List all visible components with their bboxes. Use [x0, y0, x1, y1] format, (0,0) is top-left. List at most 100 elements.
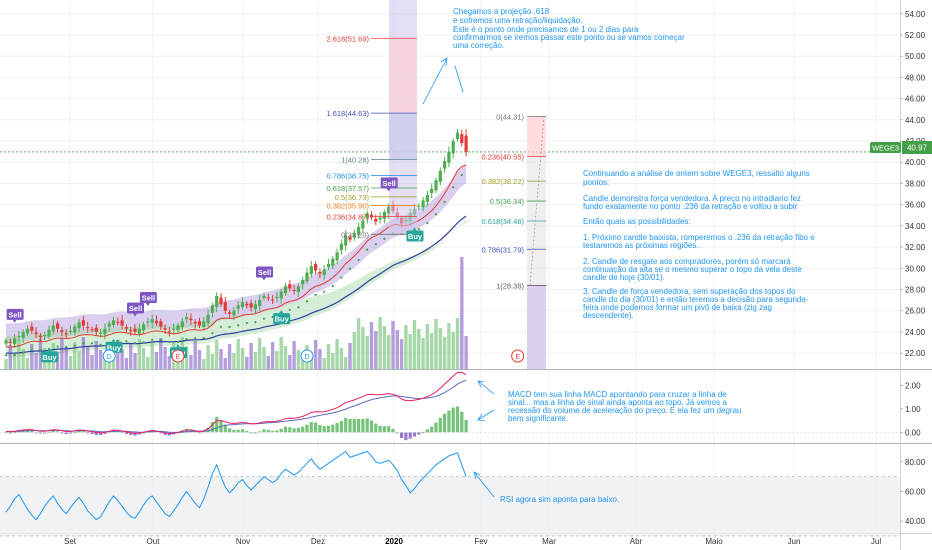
candle [47, 325, 51, 340]
arrow-to-rsi [473, 471, 495, 498]
volume-bar [309, 354, 313, 369]
sell-signal[interactable]: Sell [139, 291, 157, 306]
price-tick-label: 44.00 [905, 116, 926, 125]
sell-signal[interactable]: Sell [256, 266, 273, 281]
time-axis[interactable]: Set Out Nov Dez 2020 Fev Mar Abr Maio Jun Jul [64, 537, 881, 546]
volume-bar [146, 357, 150, 369]
candle [8, 338, 12, 346]
signal-label: Buy [408, 232, 423, 241]
macd-histogram-bar [266, 429, 270, 433]
volume-bar [318, 349, 322, 369]
time-tick-label: Jun [788, 537, 801, 546]
candle [309, 260, 313, 278]
earnings-marker[interactable]: E [171, 349, 185, 363]
volume-bar [399, 339, 404, 369]
candle [326, 258, 331, 270]
candle [13, 333, 17, 349]
sell-signal[interactable]: Sell [380, 177, 398, 192]
candle [146, 317, 150, 327]
dividend-marker[interactable]: D [300, 349, 314, 363]
macd-histogram-bar [309, 422, 313, 433]
candle [425, 190, 429, 207]
macd-histogram-bar [77, 430, 81, 433]
trailing-stop-dot [443, 200, 446, 204]
macd-tick-label: 2.00 [905, 381, 921, 390]
candle [245, 301, 249, 309]
volume-bar [73, 342, 77, 369]
fib-level-label: 1(40.26) [341, 155, 369, 164]
time-tick-label: Maio [705, 537, 723, 546]
macd-histogram-bar [279, 428, 283, 433]
trailing-stop-dot [176, 340, 180, 344]
volume-bar [133, 353, 137, 369]
macd-histogram-bar [159, 432, 163, 434]
macd-histogram-bar [331, 424, 335, 433]
earnings-marker[interactable]: E [511, 349, 525, 363]
analysis-line: Candle demonstra força vendedora. A preç… [583, 194, 801, 203]
event-label: D [107, 354, 112, 361]
macd-tick-label: 1.00 [905, 405, 921, 414]
signal-label: Buy [275, 315, 290, 324]
volume-bar [245, 357, 249, 369]
volume-bar [17, 340, 21, 369]
volume-bar [219, 349, 223, 369]
macd-histogram-bar [374, 423, 378, 433]
dividend-marker[interactable]: D [102, 349, 116, 363]
volume-bar [167, 356, 172, 369]
candle [210, 302, 214, 318]
analysis-line: 2. Candle de resgate aos compradores, po… [583, 257, 791, 266]
candle [150, 314, 154, 329]
analysis-line: 3. Candle de força vendedora, sem supera… [583, 287, 796, 296]
macd-histogram-bar [13, 431, 17, 433]
volume-bar [404, 325, 408, 369]
event-label: E [515, 354, 520, 361]
buy-signal[interactable]: Buy [273, 310, 291, 325]
macd-histogram-bar [73, 431, 77, 433]
macd-histogram-bar [124, 432, 128, 434]
macd-histogram-bar [81, 431, 85, 433]
trailing-stop-dot [219, 325, 223, 328]
trailing-stop-dot [366, 248, 369, 251]
fib-level-label: 0.5(36.73) [335, 193, 370, 202]
candle [38, 332, 42, 342]
macd-histogram-bar [438, 417, 442, 433]
volume-bar [86, 346, 90, 369]
fib-level-label: 0.786(31.79) [481, 245, 524, 254]
candle [124, 324, 128, 334]
price-axis[interactable]: 54.0052.0050.0048.0046.0044.0042.0040.00… [900, 10, 926, 526]
volume-bar [64, 347, 68, 369]
candle [90, 326, 94, 333]
macd-histogram-bar [232, 429, 236, 433]
analysis-line: fundo exatamente no ponto .236 da retraç… [583, 202, 798, 211]
buy-signal[interactable]: Buy [406, 227, 424, 242]
fib-level-label: 0.618(37.57) [326, 184, 369, 193]
trailing-stop-dot [323, 290, 326, 293]
symbol-label: WEGE3 [872, 144, 899, 153]
macd-histogram-bar [129, 432, 133, 435]
candle [460, 129, 464, 147]
sell-signal[interactable]: Sell [127, 302, 144, 317]
macd-histogram-bar [189, 429, 193, 433]
candle [176, 322, 180, 333]
volume-bar [116, 340, 120, 369]
macd-histogram-bar [430, 426, 434, 433]
candle [189, 313, 193, 325]
volume-bar [322, 358, 326, 369]
candle [275, 291, 279, 303]
candle [455, 129, 460, 142]
volume-bar [137, 339, 141, 369]
volume-bar [356, 318, 361, 369]
macd-histogram-bar [434, 422, 438, 433]
volume-bar [258, 338, 262, 369]
buy-signal[interactable]: Buy [41, 348, 58, 363]
trailing-stop-dot [168, 340, 171, 344]
candle [438, 167, 442, 186]
volume-bar [262, 347, 266, 369]
sell-signal[interactable]: Sell [6, 308, 24, 323]
note-analysis: Continuando a análise de ontem sobre WEG… [583, 169, 815, 320]
arrow-to-histogram [477, 409, 495, 422]
trailing-stop-dot [331, 284, 334, 288]
rsi-pane [0, 450, 900, 537]
volume-bar [25, 358, 30, 369]
